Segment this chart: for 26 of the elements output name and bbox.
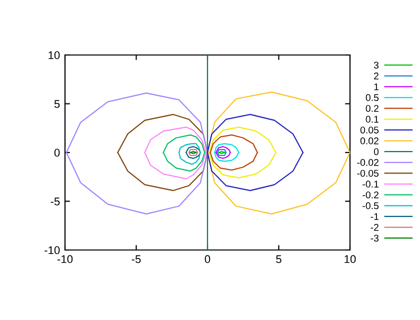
- legend-label: 0.5: [366, 94, 379, 102]
- legend-label: -0.1: [362, 180, 378, 188]
- legend-label: -2: [370, 224, 378, 231]
- legend-label: -0.05: [357, 170, 379, 177]
- x-tick-label: 10: [344, 255, 356, 264]
- legend-label: 0.2: [366, 104, 378, 112]
- legend-label: -1: [370, 213, 378, 220]
- x-tick-label: 5: [276, 255, 282, 264]
- x-tick-label: -5: [132, 255, 141, 264]
- legend-label: 0.1: [366, 116, 378, 123]
- y-tick-label: -5: [50, 198, 60, 206]
- legend-label: 0: [374, 148, 379, 156]
- x-tick-label: 0: [204, 255, 210, 264]
- y-tick-label: 10: [48, 51, 60, 60]
- y-tick-label: 0: [54, 148, 60, 157]
- legend-label: 3: [374, 62, 379, 69]
- legend-label: -0.02: [357, 159, 378, 166]
- legend-label: 0.02: [360, 137, 378, 144]
- legend-label: 0.05: [360, 126, 379, 134]
- y-tick-label: 5: [54, 100, 60, 108]
- legend-label: -3: [370, 234, 379, 242]
- legend-label: 1: [374, 83, 378, 90]
- legend-label: 2: [374, 72, 378, 80]
- legend-label: -0.5: [362, 202, 379, 210]
- legend-label: -0.2: [362, 191, 378, 198]
- y-tick-label: -10: [44, 246, 60, 254]
